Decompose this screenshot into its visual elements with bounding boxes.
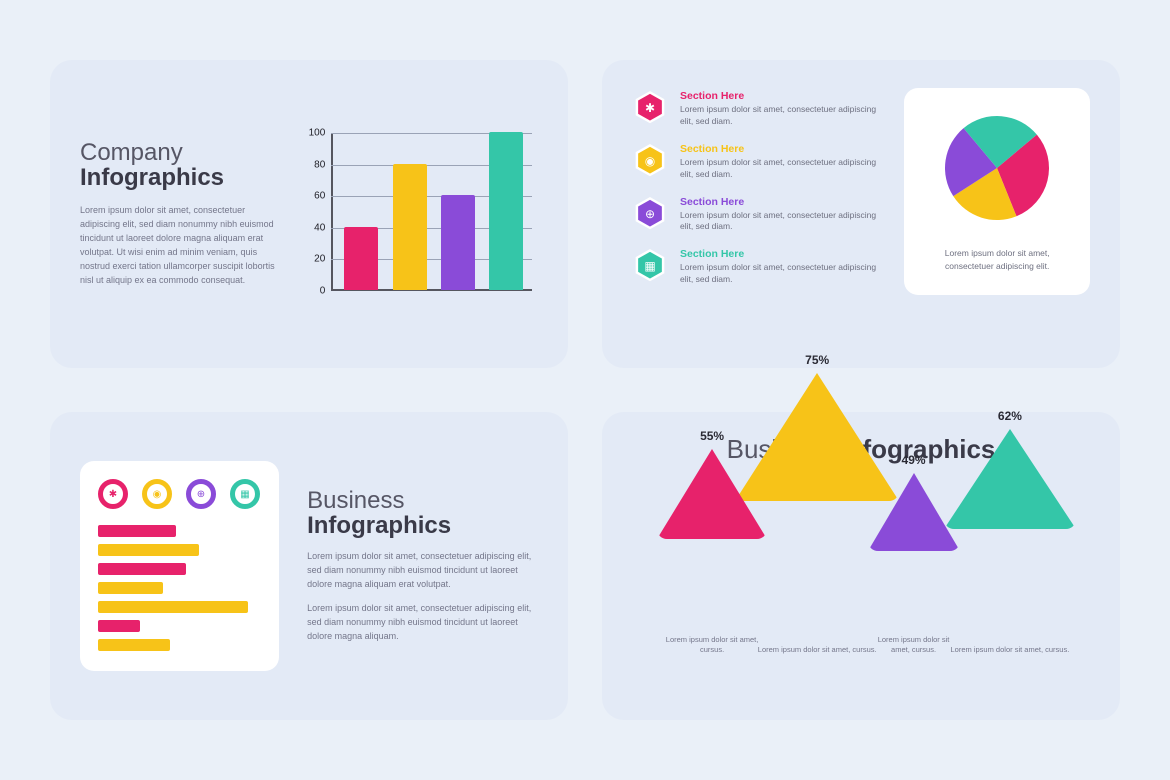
- section-item: ⊕ Section Here Lorem ipsum dolor sit amet,…: [632, 196, 886, 234]
- card-business-hbar: ✱ ◉ ⊕ ▦ Business Infographics Lorem ipsum d…: [50, 412, 568, 720]
- hbar-card: ✱ ◉ ⊕ ▦: [80, 461, 279, 671]
- section-list: ✱ Section Here Lorem ipsum dolor sit amet,…: [632, 88, 886, 286]
- hbar: [98, 525, 176, 537]
- section-title: Section Here: [680, 248, 886, 260]
- card-sections-pie: ✱ Section Here Lorem ipsum dolor sit amet,…: [602, 60, 1120, 368]
- gear-icon: ✱: [632, 90, 668, 126]
- triangle-pct: 62%: [944, 409, 1076, 423]
- bulb-icon: ◉: [632, 143, 668, 179]
- card-company-infographics: Company Infographics Lorem ipsum dolor s…: [50, 60, 568, 368]
- title-light: Company: [80, 139, 183, 166]
- section-body: Lorem ipsum dolor sit amet, consectetuer…: [680, 262, 886, 286]
- section-title: Section Here: [680, 196, 886, 208]
- card-business-triangles: Business Infographics 55%Lorem ipsum dol…: [602, 412, 1120, 720]
- bar: [393, 164, 427, 290]
- triangle-pct: 55%: [657, 429, 767, 443]
- triangle-pct: 49%: [868, 453, 960, 467]
- globe-icon: ⊕: [186, 479, 216, 509]
- card3-body2: Lorem ipsum dolor sit amet, consectetuer…: [307, 602, 538, 644]
- triangle-caption: Lorem ipsum dolor sit amet, cursus.: [944, 645, 1076, 655]
- pie-chart: [937, 108, 1057, 228]
- section-item: ◉ Section Here Lorem ipsum dolor sit amet,…: [632, 143, 886, 181]
- card1-body: Lorem ipsum dolor sit amet, consectetuer…: [80, 204, 275, 288]
- section-item: ▦ Section Here Lorem ipsum dolor sit amet,…: [632, 248, 886, 286]
- title-bold: Infographics: [80, 164, 224, 191]
- hbar: [98, 639, 170, 651]
- title-bold: Infographics: [307, 512, 451, 539]
- globe-icon: ⊕: [632, 196, 668, 232]
- section-text: Section Here Lorem ipsum dolor sit amet, …: [680, 196, 886, 234]
- pie-card: Lorem ipsum dolor sit amet, consectetuer…: [904, 88, 1090, 295]
- section-title: Section Here: [680, 143, 886, 155]
- bar: [344, 227, 378, 290]
- section-body: Lorem ipsum dolor sit amet, consectetuer…: [680, 210, 886, 234]
- grid-icon: ▦: [632, 248, 668, 284]
- triangle-chart: 55%Lorem ipsum dolor sit amet, cursus.75…: [642, 483, 1080, 653]
- card1-text: Company Infographics Lorem ipsum dolor s…: [80, 140, 275, 288]
- gear-icon: ✱: [98, 479, 128, 509]
- section-item: ✱ Section Here Lorem ipsum dolor sit amet,…: [632, 90, 886, 128]
- y-tick-label: 60: [299, 191, 325, 202]
- card3-body1: Lorem ipsum dolor sit amet, consectetuer…: [307, 550, 538, 592]
- section-body: Lorem ipsum dolor sit amet, consectetuer…: [680, 157, 886, 181]
- y-tick-label: 80: [299, 159, 325, 170]
- hbar: [98, 601, 248, 613]
- hbar: [98, 620, 140, 632]
- hbar: [98, 563, 186, 575]
- card3-title: Business Infographics: [307, 488, 538, 538]
- grid-icon: ▦: [230, 479, 260, 509]
- triangle-pct: 75%: [735, 353, 899, 367]
- card3-text: Business Infographics Lorem ipsum dolor …: [307, 488, 538, 644]
- y-tick-label: 40: [299, 222, 325, 233]
- section-text: Section Here Lorem ipsum dolor sit amet, …: [680, 90, 886, 128]
- bar: [489, 132, 523, 290]
- triangle: 55%: [657, 539, 767, 629]
- section-text: Section Here Lorem ipsum dolor sit amet, …: [680, 248, 886, 286]
- section-title: Section Here: [680, 90, 886, 102]
- y-tick-label: 100: [299, 128, 325, 139]
- card1-title: Company Infographics: [80, 140, 275, 190]
- hbar: [98, 582, 163, 594]
- card1-bar-chart: 0 20 40 60 80 100: [299, 119, 538, 309]
- y-tick-label: 0: [299, 286, 325, 297]
- triangle: 49%: [868, 551, 960, 629]
- title-light: Business: [307, 487, 404, 514]
- hbar: [98, 544, 199, 556]
- icon-row: ✱ ◉ ⊕ ▦: [98, 479, 261, 509]
- hbar-chart: [98, 525, 261, 651]
- triangle: 62%: [944, 529, 1076, 629]
- y-tick-label: 20: [299, 254, 325, 265]
- section-text: Section Here Lorem ipsum dolor sit amet, …: [680, 143, 886, 181]
- pie-caption: Lorem ipsum dolor sit amet, consectetuer…: [920, 247, 1074, 273]
- section-body: Lorem ipsum dolor sit amet, consectetuer…: [680, 104, 886, 128]
- bar: [441, 195, 475, 290]
- bulb-icon: ◉: [142, 479, 172, 509]
